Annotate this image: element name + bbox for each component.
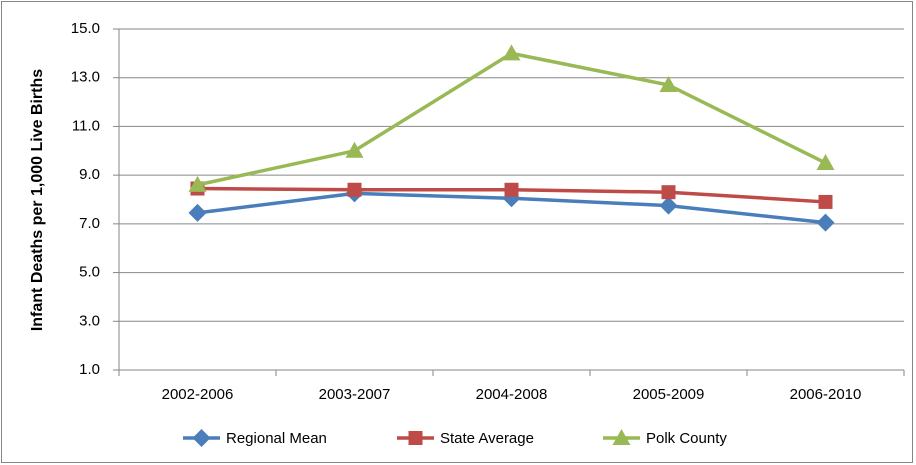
point-marker — [659, 196, 678, 215]
legend-marker — [408, 431, 423, 445]
y-tick-label: 11.0 — [72, 117, 100, 134]
point-marker — [818, 194, 833, 209]
legend-label: State Average — [440, 430, 534, 447]
y-tick-label: 15.0 — [71, 20, 100, 37]
point-marker — [188, 203, 207, 222]
point-marker — [502, 44, 521, 61]
y-tick-label: 9.0 — [79, 166, 100, 183]
point-marker — [345, 141, 364, 158]
y-tick-label: 1.0 — [79, 361, 100, 378]
point-marker — [188, 175, 207, 192]
legend-label: Polk County — [646, 430, 727, 447]
legend-label: Regional Mean — [226, 430, 327, 447]
point-marker — [661, 185, 676, 200]
y-tick-label: 13.0 — [71, 69, 100, 86]
x-tick-label: 2006-2010 — [790, 386, 862, 403]
x-tick-label: 2002-2006 — [162, 386, 234, 403]
point-marker — [504, 182, 519, 197]
x-tick-label: 2004-2008 — [476, 386, 548, 403]
y-tick-label: 5.0 — [79, 264, 100, 281]
y-tick-label: 3.0 — [79, 312, 100, 329]
legend-marker — [612, 429, 631, 445]
point-marker — [347, 182, 362, 197]
point-marker — [816, 153, 835, 170]
y-tick-label: 7.0 — [79, 215, 100, 232]
x-tick-label: 2003-2007 — [319, 386, 391, 403]
point-marker — [659, 76, 678, 93]
x-tick-label: 2005-2009 — [633, 386, 705, 403]
point-marker — [816, 213, 835, 232]
y-axis-label: Infant Deaths per 1,000 Live Births — [29, 69, 46, 331]
legend-marker — [192, 429, 211, 447]
